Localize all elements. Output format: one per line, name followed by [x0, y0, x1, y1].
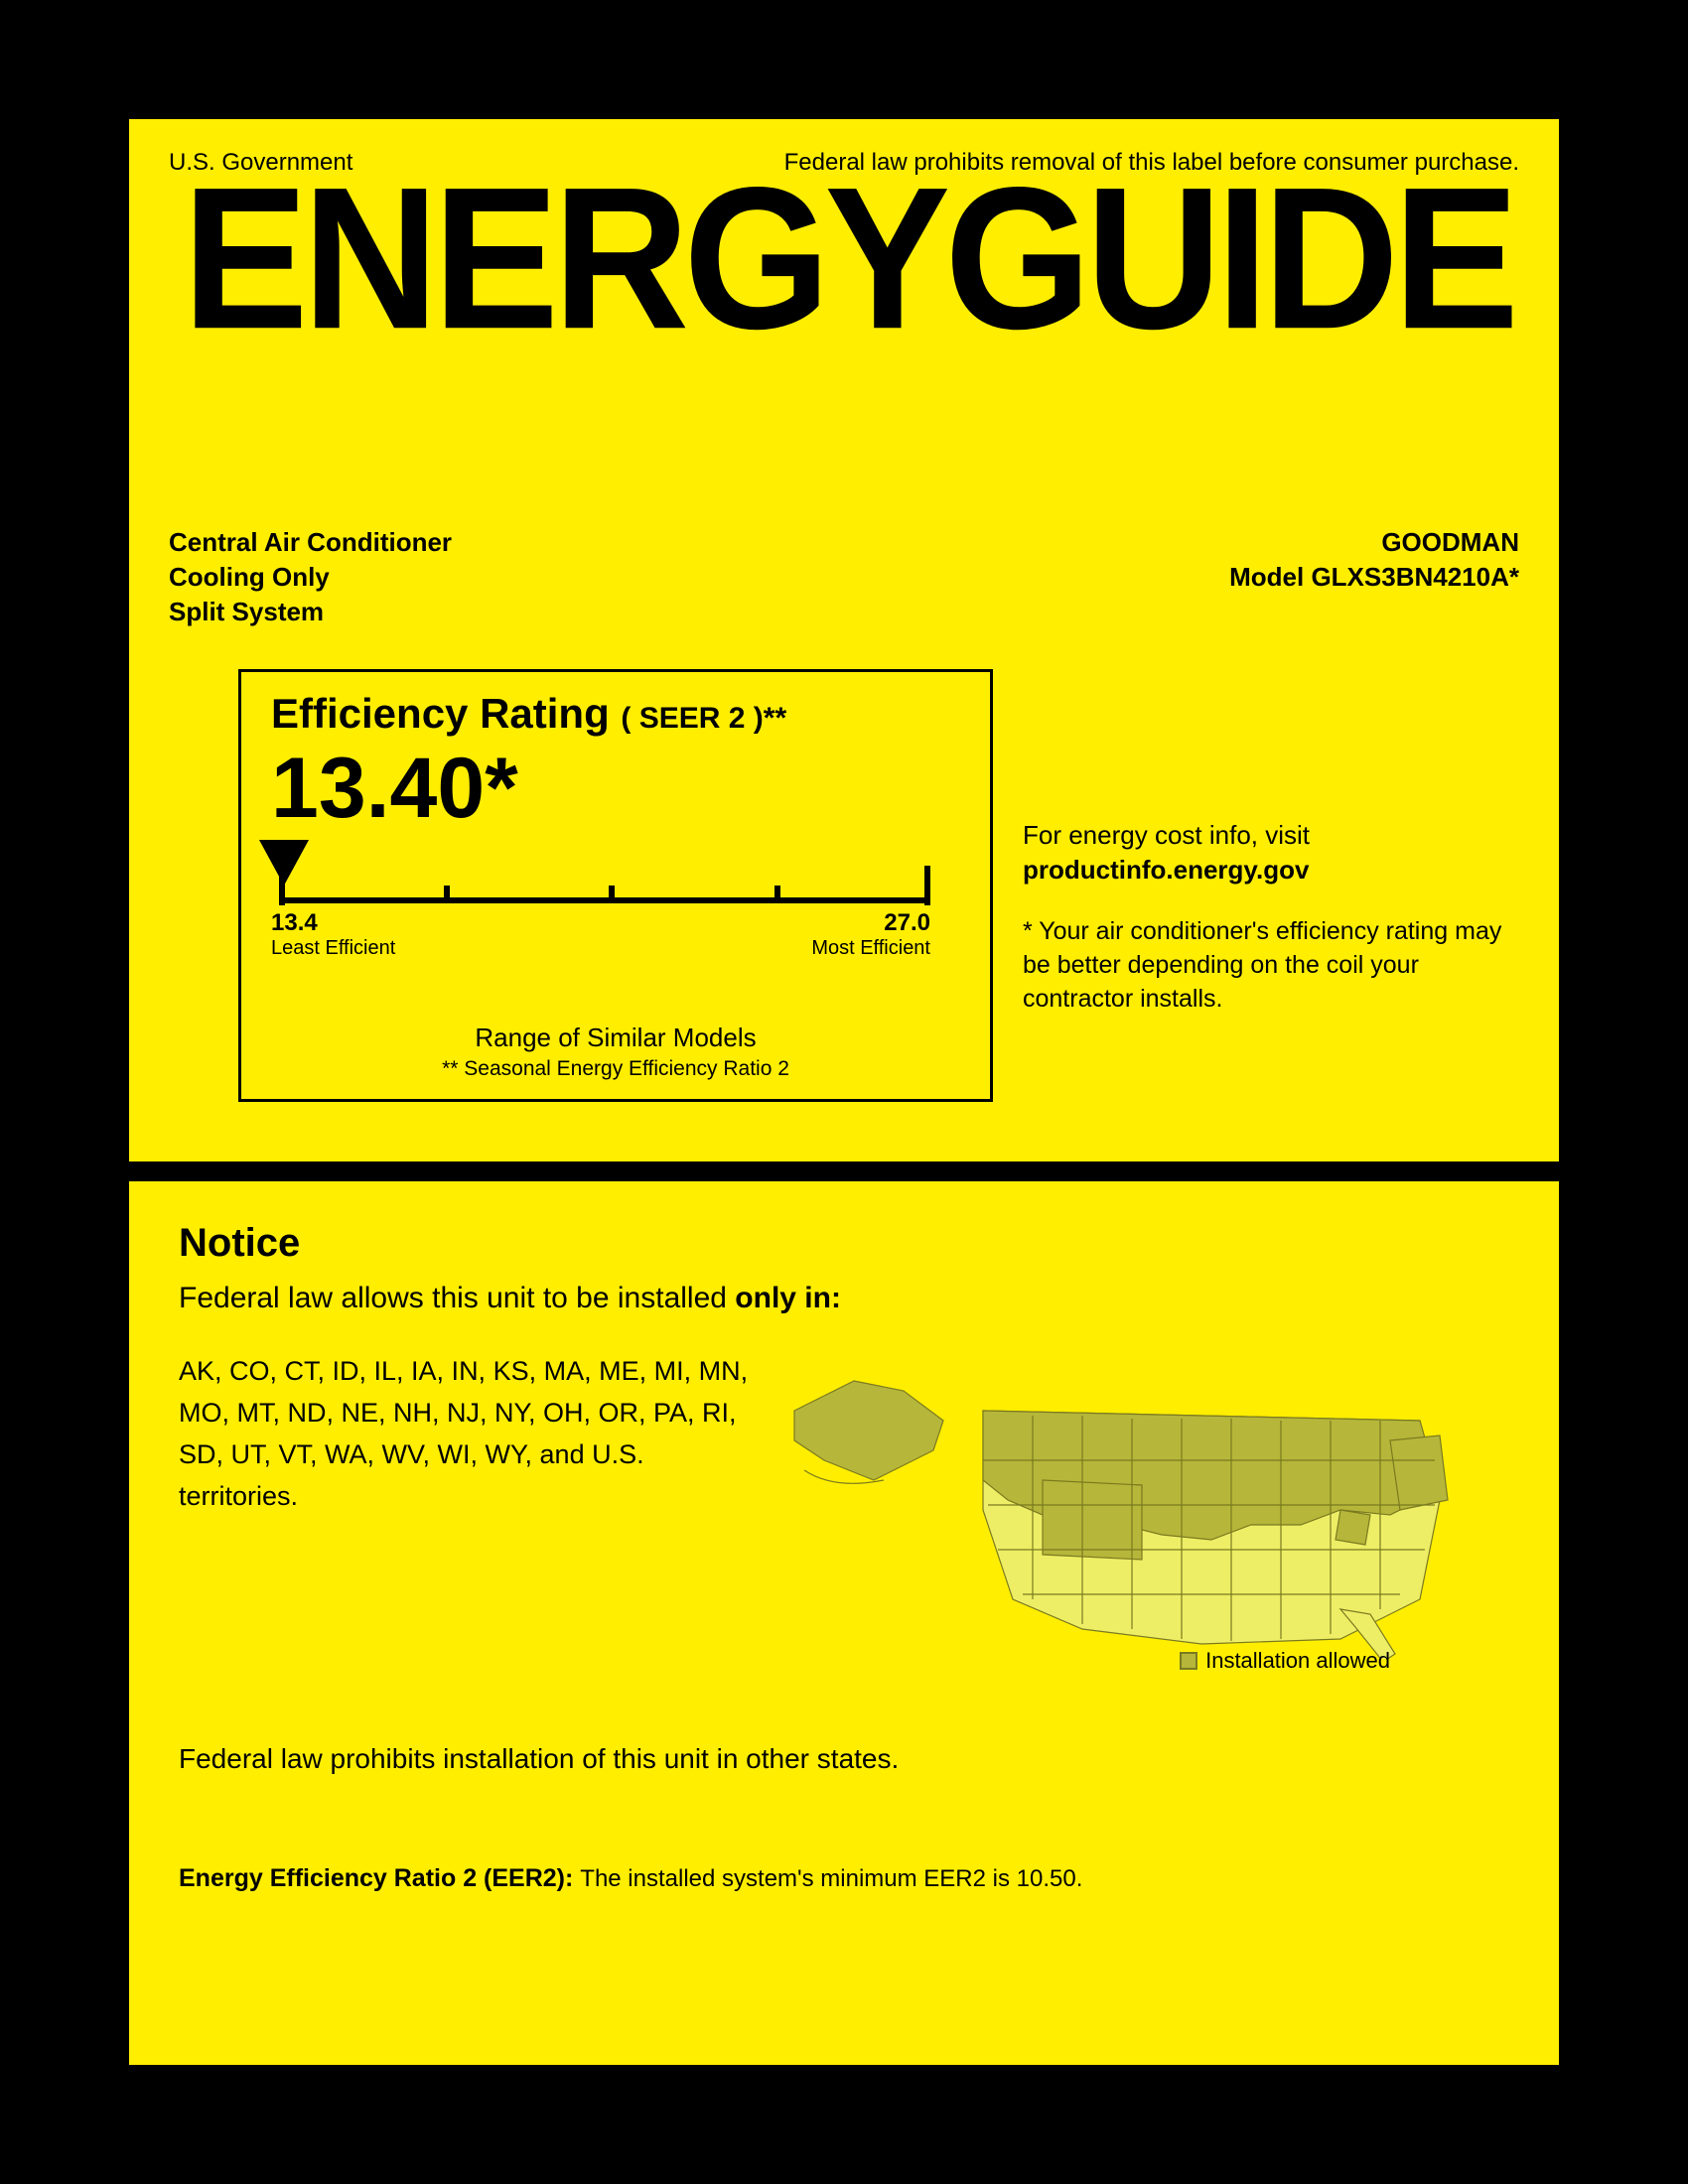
- range-caption-text: Range of Similar Models: [475, 1023, 756, 1052]
- notice-sub-pre: Federal law allows this unit to be insta…: [179, 1282, 735, 1314]
- info-column: For energy cost info, visit productinfo.…: [1023, 669, 1519, 1102]
- product-meta-row: Central Air Conditioner Cooling Only Spl…: [169, 525, 1519, 629]
- model-number: GLXS3BN4210A*: [1311, 562, 1519, 592]
- rating-title-text: Efficiency Rating: [271, 690, 610, 737]
- eer-text: The installed system's minimum EER2 is 1…: [580, 1865, 1082, 1892]
- scale-max-value: 27.0: [884, 909, 930, 936]
- rating-metric: ( SEER 2 )**: [621, 702, 786, 735]
- energyguide-top-panel: U.S. Government Federal law prohibits re…: [129, 119, 1559, 1161]
- notice-body-row: AK, CO, CT, ID, IL, IA, IN, KS, MA, ME, …: [179, 1351, 1509, 1664]
- metric-footnote: ** Seasonal Energy Efficiency Ratio 2: [271, 1057, 960, 1081]
- model-prefix: Model: [1229, 562, 1311, 592]
- product-identity: GOODMAN Model GLXS3BN4210A*: [1229, 525, 1519, 629]
- scale-tick: [609, 886, 615, 901]
- allowed-states-text: AK, CO, CT, ID, IL, IA, IN, KS, MA, ME, …: [179, 1351, 755, 1664]
- product-type: Central Air Conditioner Cooling Only Spl…: [169, 525, 452, 629]
- scale-max: 27.0 Most Efficient: [811, 909, 930, 960]
- prohibit-text: Federal law prohibits installation of th…: [179, 1743, 1509, 1775]
- cost-info-url: productinfo.energy.gov: [1023, 853, 1519, 887]
- energyguide-logo: ENERGYGUIDE: [183, 169, 1513, 350]
- model-line: Model GLXS3BN4210A*: [1229, 560, 1519, 595]
- scale-min-label: Least Efficient: [271, 937, 395, 960]
- rating-title: Efficiency Rating ( SEER 2 )**: [271, 690, 960, 738]
- legend-swatch-icon: [1180, 1652, 1197, 1670]
- product-type-line3: Split System: [169, 595, 452, 629]
- rating-value: 13.40*: [271, 740, 960, 838]
- us-map-icon: [784, 1351, 1460, 1659]
- scale-labels: 13.4 Least Efficient 27.0 Most Efficient: [271, 909, 930, 960]
- scale-tick: [924, 866, 930, 905]
- range-caption: Range of Similar Models ** Seasonal Ener…: [271, 1023, 960, 1081]
- eer-label: Energy Efficiency Ratio 2 (EER2):: [179, 1864, 580, 1892]
- scale-tick: [444, 886, 450, 901]
- rating-scale: 13.4 Least Efficient 27.0 Most Efficient: [271, 848, 960, 967]
- scale-min-value: 13.4: [271, 909, 318, 936]
- efficiency-rating-box: Efficiency Rating ( SEER 2 )** 13.40* 13…: [238, 669, 993, 1102]
- brand-label: GOODMAN: [1229, 525, 1519, 560]
- scale-tick: [774, 886, 780, 901]
- map-legend: Installation allowed: [1180, 1648, 1390, 1674]
- legend-label: Installation allowed: [1205, 1648, 1390, 1673]
- product-type-line1: Central Air Conditioner: [169, 525, 452, 560]
- scale-tick: [279, 866, 285, 905]
- scale-min: 13.4 Least Efficient: [271, 909, 395, 960]
- eer-line: Energy Efficiency Ratio 2 (EER2): The in…: [179, 1864, 1509, 1893]
- energyguide-bottom-panel: Notice Federal law allows this unit to b…: [129, 1181, 1559, 2065]
- notice-sub-bold: only in:: [735, 1282, 841, 1314]
- scale-max-label: Most Efficient: [811, 937, 930, 960]
- scale-axis: [279, 897, 930, 903]
- notice-title: Notice: [179, 1221, 1509, 1266]
- rating-row: Efficiency Rating ( SEER 2 )** 13.40* 13…: [169, 669, 1519, 1102]
- logo-wrap: ENERGYGUIDE: [169, 173, 1519, 505]
- notice-subtitle: Federal law allows this unit to be insta…: [179, 1282, 1509, 1315]
- cost-info-line: For energy cost info, visit: [1023, 818, 1519, 853]
- us-map-wrap: Installation allowed: [784, 1351, 1509, 1664]
- asterisk-note: * Your air conditioner's efficiency rati…: [1023, 915, 1519, 1016]
- product-type-line2: Cooling Only: [169, 560, 452, 595]
